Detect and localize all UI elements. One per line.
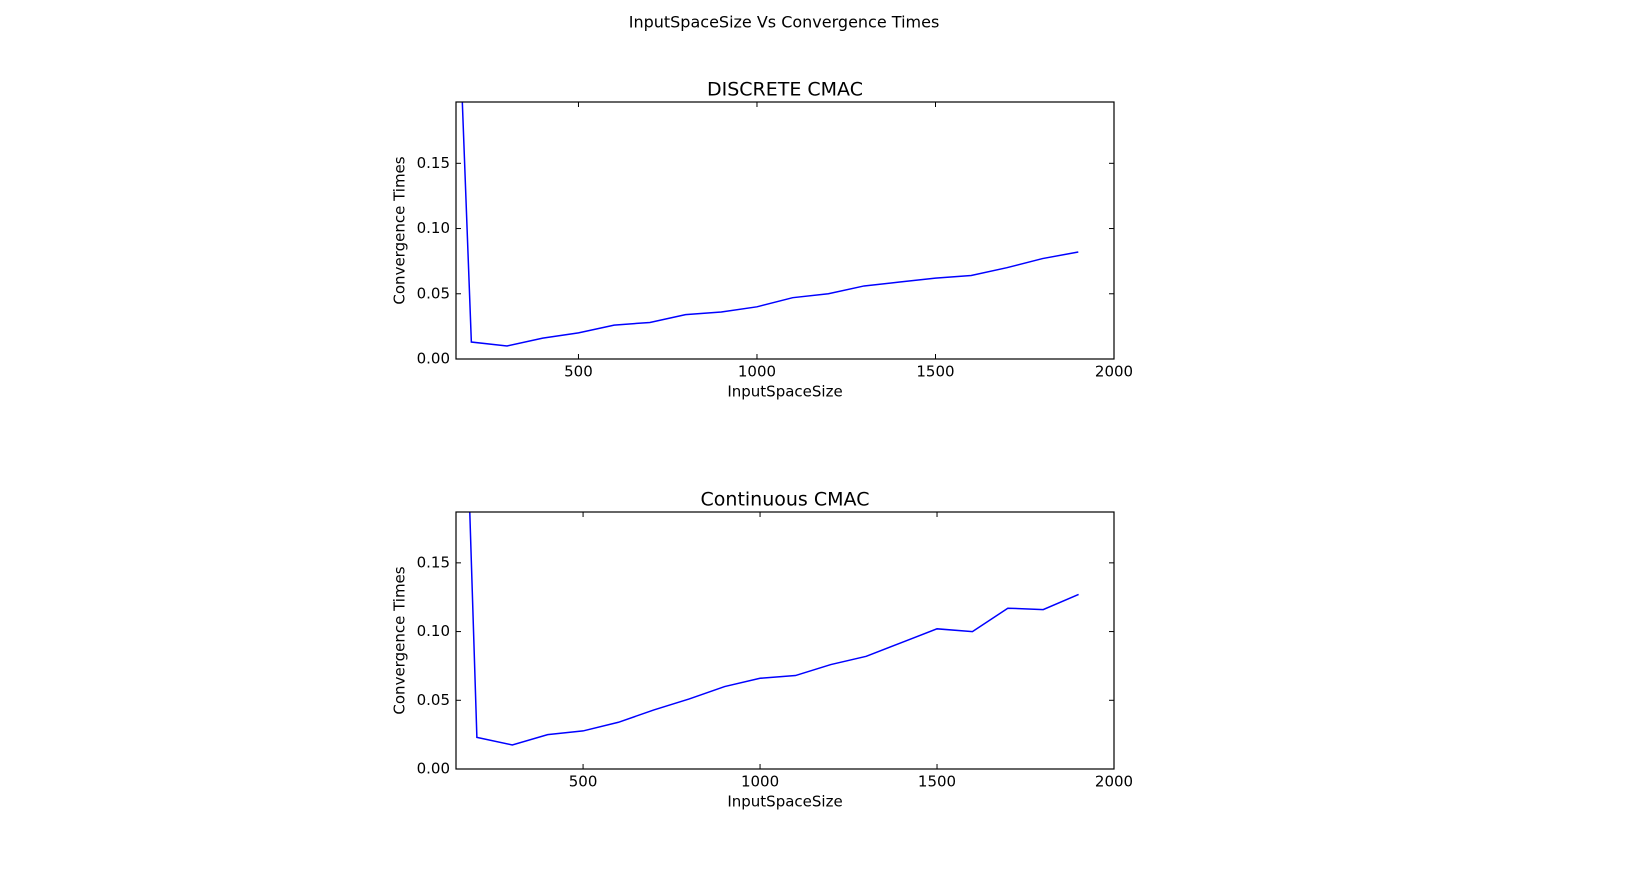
subplot-title: DISCRETE CMAC [707,79,863,101]
data-line [469,512,1079,746]
x-tick-label: 1500 [916,363,954,381]
x-axis-label: InputSpaceSize [727,793,842,811]
y-axis-label: Convergence Times [391,156,409,304]
x-tick-label: 1000 [738,363,776,381]
y-tick-label: 0.05 [417,691,450,709]
y-tick-label: 0.15 [417,154,450,172]
axes-frame [455,101,1115,360]
y-tick-label: 0.00 [417,760,450,778]
y-tick-label: 0.10 [417,622,450,640]
y-tick-label: 0.15 [417,553,450,571]
y-axis-label: Convergence Times [391,566,409,714]
figure-title: InputSpaceSize Vs Convergence Times [629,13,940,32]
x-tick-label: 2000 [1095,363,1133,381]
x-tick-label: 1500 [918,773,956,791]
subplot-title: Continuous CMAC [701,489,870,511]
x-tick-label: 2000 [1095,773,1133,791]
y-tick-label: 0.10 [417,219,450,237]
y-tick-label: 0.00 [417,350,450,368]
x-tick-label: 500 [569,773,598,791]
axes-frame [455,511,1115,770]
x-tick-label: 1000 [741,773,779,791]
y-tick-label: 0.05 [417,284,450,302]
data-line [461,102,1079,347]
x-axis-label: InputSpaceSize [727,383,842,401]
x-tick-label: 500 [564,363,593,381]
